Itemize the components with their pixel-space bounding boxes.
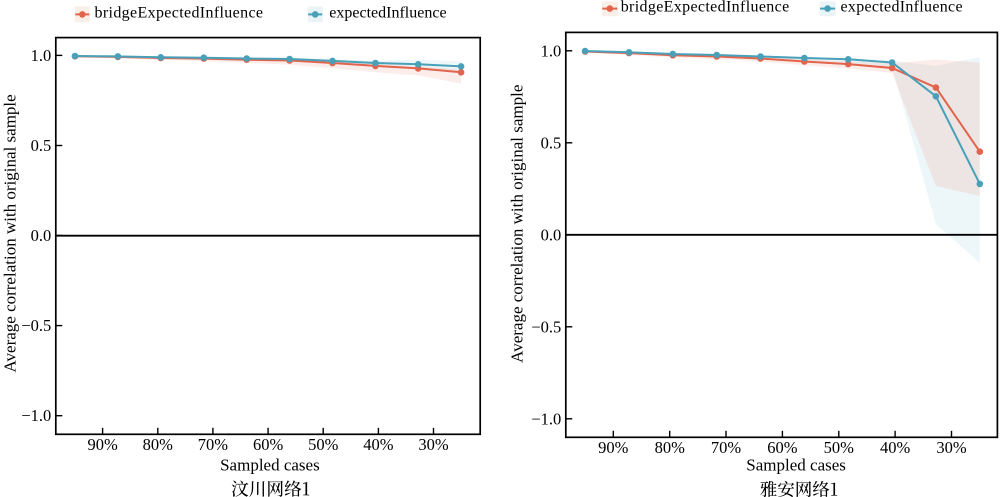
svg-text:0.0: 0.0: [541, 225, 562, 244]
svg-text:Sampled cases: Sampled cases: [746, 456, 846, 475]
svg-text:0.0: 0.0: [31, 226, 52, 245]
svg-text:70%: 70%: [711, 438, 742, 457]
svg-text:70%: 70%: [198, 435, 229, 454]
svg-text:1.0: 1.0: [31, 46, 52, 65]
svg-text:90%: 90%: [598, 438, 629, 457]
svg-text:0.5: 0.5: [541, 133, 562, 152]
svg-text:50%: 50%: [824, 438, 855, 457]
svg-text:bridgeExpectedInfluence: bridgeExpectedInfluence: [95, 5, 264, 22]
svg-text:1.0: 1.0: [541, 41, 562, 60]
svg-text:bridgeExpectedInfluence: bridgeExpectedInfluence: [621, 0, 790, 16]
svg-text:−0.5: −0.5: [531, 317, 561, 336]
svg-text:50%: 50%: [308, 435, 339, 454]
svg-text:−0.5: −0.5: [21, 316, 51, 335]
svg-text:40%: 40%: [363, 435, 394, 454]
svg-text:−1.0: −1.0: [21, 406, 51, 425]
svg-text:80%: 80%: [143, 435, 174, 454]
svg-text:expectedInfluence: expectedInfluence: [329, 5, 446, 22]
svg-text:80%: 80%: [655, 438, 686, 457]
svg-text:30%: 30%: [936, 438, 967, 457]
svg-text:60%: 60%: [767, 438, 798, 457]
svg-text:40%: 40%: [880, 438, 911, 457]
svg-text:expectedInfluence: expectedInfluence: [841, 0, 963, 16]
svg-text:30%: 30%: [418, 435, 449, 454]
svg-text:Sampled cases: Sampled cases: [220, 456, 320, 475]
svg-text:60%: 60%: [253, 435, 284, 454]
svg-text:Average correlation with origi: Average correlation with original sample: [1, 94, 20, 372]
svg-text:−1.0: −1.0: [531, 409, 561, 428]
svg-text:0.5: 0.5: [31, 136, 52, 155]
svg-text:90%: 90%: [87, 435, 118, 454]
svg-text:Average correlation with origi: Average correlation with original sample: [507, 85, 526, 363]
